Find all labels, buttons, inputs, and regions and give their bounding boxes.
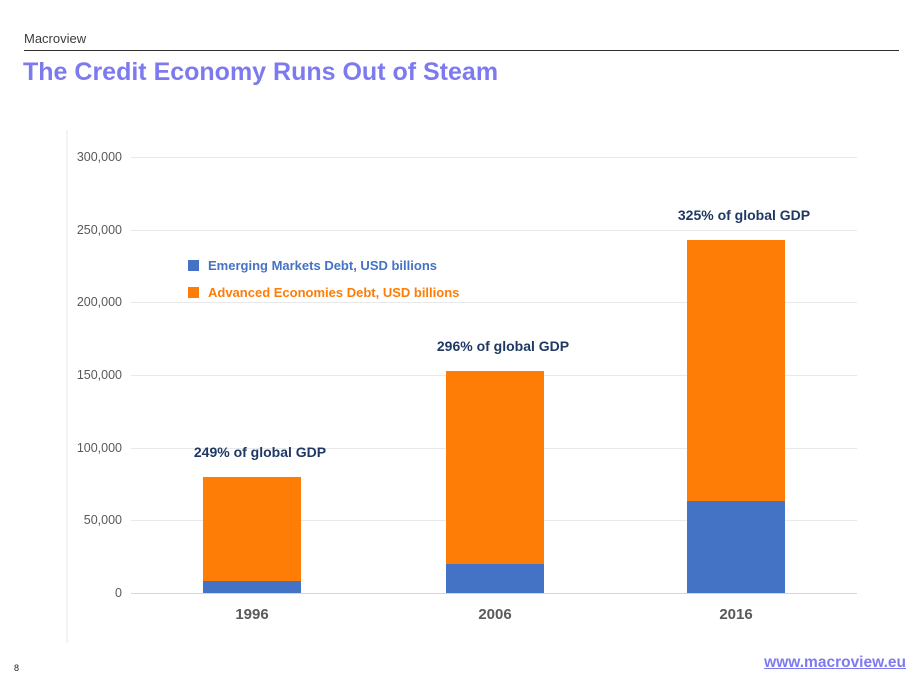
plot-area: 300,000 250,000 200,000 150,000 100,000 …: [77, 150, 857, 623]
bar-segment-advanced-2006[interactable]: [446, 371, 544, 564]
gridline-250000: [131, 230, 857, 231]
legend-swatch-advanced-icon: [188, 286, 199, 298]
stacked-bar-2006[interactable]: [446, 371, 544, 593]
chart-legend: Emerging Markets Debt, USD billions Adva…: [188, 257, 459, 311]
y-axis-tick-label: 50,000: [83, 513, 122, 527]
chart-frame-left-edge: [66, 130, 68, 643]
legend-item-advanced[interactable]: Advanced Economies Debt, USD billions: [188, 284, 459, 300]
y-axis-tick-label: 250,000: [76, 223, 122, 237]
y-axis-tick-label: 300,000: [76, 150, 122, 164]
y-axis-tick-label: 0: [115, 586, 122, 600]
stacked-bar-1996[interactable]: [203, 477, 301, 593]
bar-segment-advanced-2016[interactable]: [687, 239, 785, 501]
bar-segment-emerging-2006[interactable]: [446, 563, 544, 593]
legend-label-emerging: Emerging Markets Debt, USD billions: [208, 257, 437, 273]
bar-segment-advanced-1996[interactable]: [203, 477, 301, 582]
x-axis-label-2016: 2016: [719, 606, 753, 623]
bar-segment-emerging-1996[interactable]: [203, 581, 301, 593]
legend-label-advanced: Advanced Economies Debt, USD billions: [208, 284, 460, 300]
annotation-1996: 249% of global GDP: [193, 444, 327, 461]
y-axis-tick-label: 150,000: [76, 368, 122, 382]
x-axis-label-1996: 1996: [235, 606, 269, 623]
bar-group-2006: 296% of global GDP 2006: [437, 157, 569, 623]
x-axis-label-2006: 2006: [478, 606, 512, 623]
stacked-bar-2016[interactable]: [687, 239, 785, 593]
legend-swatch-emerging-icon: [188, 259, 199, 271]
y-axis-tick-label: 100,000: [76, 441, 122, 455]
bar-group-2016: 325% of global GDP 2016: [678, 157, 810, 623]
y-axis-tick-label: 200,000: [76, 295, 122, 309]
bar-group-1996: 249% of global GDP 1996: [194, 157, 326, 623]
annotation-2006: 296% of global GDP: [436, 338, 570, 355]
website-link[interactable]: www.macroview.eu: [764, 654, 906, 671]
brand-text: Macroview: [24, 31, 87, 46]
x-axis-line: [131, 593, 857, 594]
debt-chart: 300,000 250,000 200,000 150,000 100,000 …: [66, 130, 860, 643]
page-title: The Credit Economy Runs Out of Steam: [23, 58, 499, 86]
gridline-300000: [131, 157, 857, 158]
bar-segment-emerging-2016[interactable]: [687, 500, 785, 593]
gridline-200000: [131, 302, 857, 303]
legend-item-emerging[interactable]: Emerging Markets Debt, USD billions: [188, 257, 459, 273]
page-number: 8: [14, 663, 20, 673]
annotation-2016: 325% of global GDP: [677, 206, 811, 223]
header-divider: [24, 50, 899, 51]
